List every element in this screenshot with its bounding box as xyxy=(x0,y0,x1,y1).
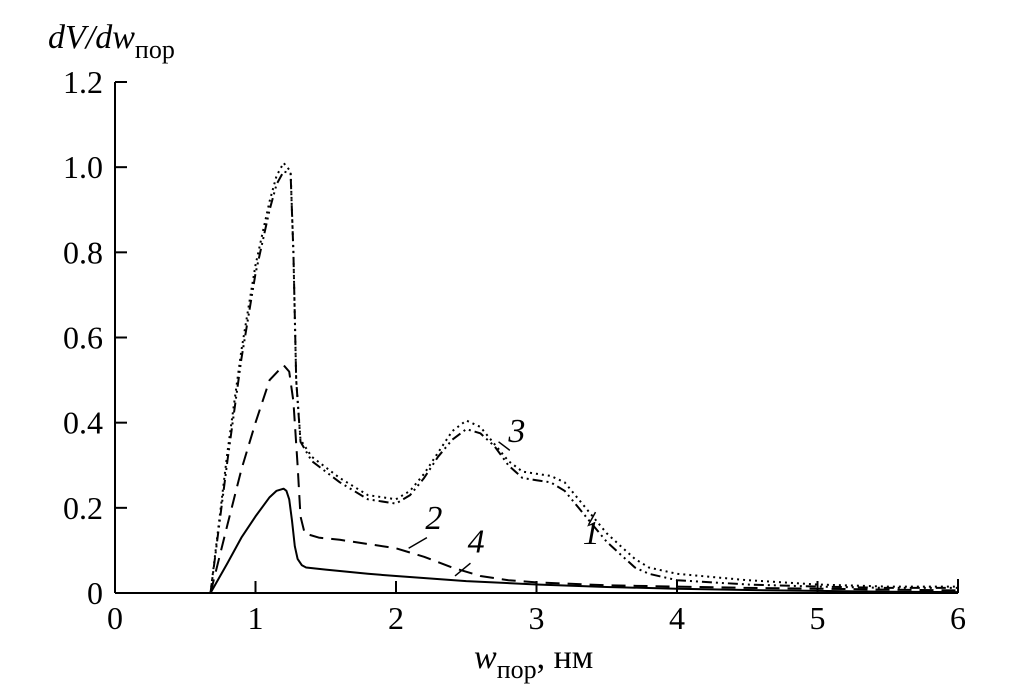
y-tick-label: 1.2 xyxy=(63,64,103,100)
x-tick-label: 2 xyxy=(388,600,404,636)
y-tick-label: 0.8 xyxy=(63,234,103,270)
axis-ticks: 0 1 2 3 4 5 6 0 0.2 0.4 0.6 0.8 1.0 1.2 xyxy=(63,64,966,636)
curve-2-leader xyxy=(408,536,428,549)
y-tick-label: 0 xyxy=(87,575,103,611)
series-4-line xyxy=(209,487,959,594)
y-axis-title: dV/dwпор xyxy=(48,19,175,64)
curve-2-label: 2 xyxy=(425,500,442,537)
curve-3-leader xyxy=(498,441,511,451)
series-3-line xyxy=(209,170,958,594)
curve-1-label: 1 xyxy=(583,515,600,552)
x-tick-label: 5 xyxy=(810,600,826,636)
x-axis-title: wпор, нм xyxy=(474,639,593,684)
y-tick-label: 0.2 xyxy=(63,490,103,526)
x-tick-label: 4 xyxy=(669,600,685,636)
curve-3-label: 3 xyxy=(507,413,525,450)
x-tick-label: 3 xyxy=(529,600,545,636)
curve-4-label: 4 xyxy=(468,524,485,561)
series-1-line xyxy=(209,161,958,594)
y-tick-label: 0.4 xyxy=(63,405,103,441)
curve-annotations: 3 1 24 xyxy=(408,413,600,577)
x-tick-label: 1 xyxy=(248,600,264,636)
series-layer xyxy=(209,161,959,594)
curve-4-leader xyxy=(454,562,471,577)
x-tick-label: 6 xyxy=(950,600,966,636)
curve-1-leader xyxy=(587,511,597,526)
y-tick-label: 1.0 xyxy=(63,149,103,185)
series-2-line xyxy=(209,364,959,594)
y-tick-label: 0.6 xyxy=(63,320,103,356)
x-tick-label: 0 xyxy=(107,600,123,636)
